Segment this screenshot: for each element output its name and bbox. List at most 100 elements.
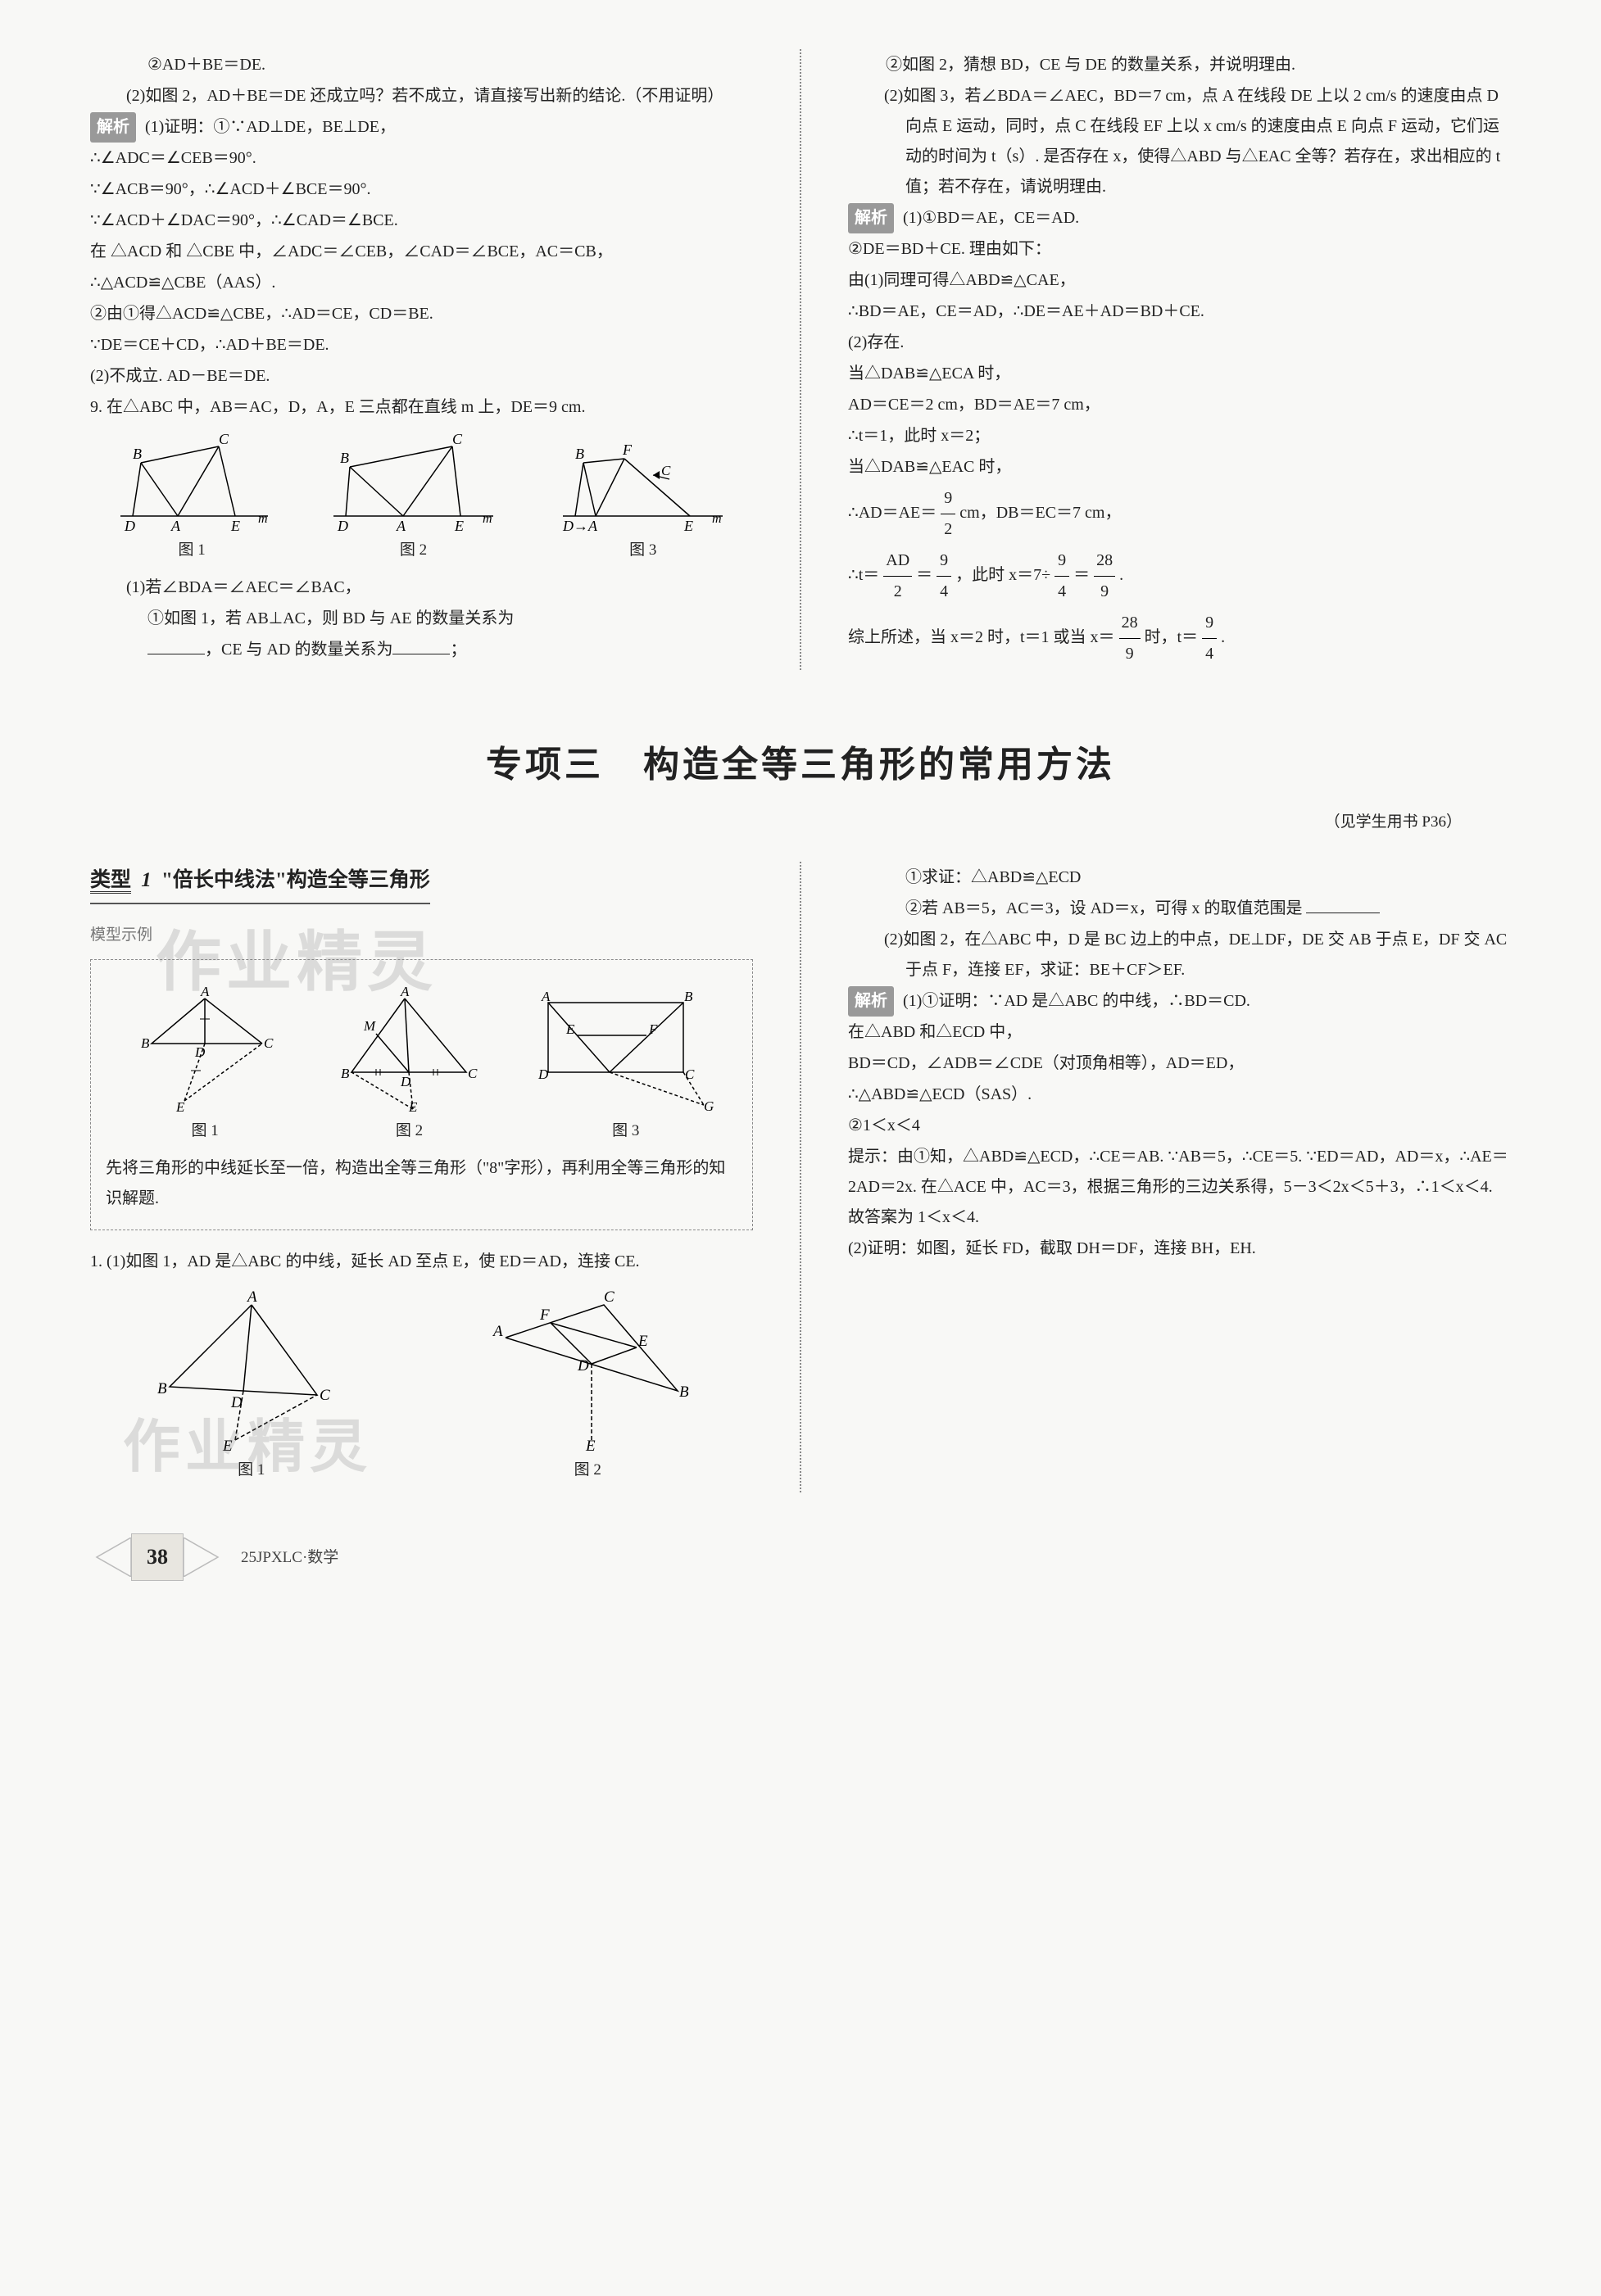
figure-1: B C D A E m 图 1 bbox=[112, 434, 272, 564]
triangle-diagram-2: B C D A E m bbox=[325, 434, 501, 532]
text: 在△ABD 和△ECD 中， bbox=[848, 1017, 1511, 1048]
triangle-diagram-3: B F C D→A E m bbox=[555, 434, 731, 532]
svg-text:E: E bbox=[683, 518, 693, 532]
text: (2)如图 3，若∠BDA＝∠AEC，BD＝7 cm，点 A 在线段 DE 上以… bbox=[869, 81, 1511, 202]
numerator: 9 bbox=[941, 483, 955, 514]
text: ∵∠ACB＝90°，∴∠ACD＋∠BCE＝90°. bbox=[90, 174, 753, 205]
text: ②DE＝BD＋CE. 理由如下： bbox=[848, 234, 1511, 265]
text: 当△DAB≌△EAC 时， bbox=[848, 452, 1511, 482]
text: 当△DAB≌△ECA 时， bbox=[848, 359, 1511, 389]
text: ； bbox=[450, 641, 466, 659]
denominator: 4 bbox=[937, 577, 951, 607]
text: (2)证明：如图，延长 FD，截取 DH＝DF，连接 BH，EH. bbox=[848, 1234, 1511, 1264]
svg-text:D→A: D→A bbox=[562, 518, 598, 532]
text: ∴t＝ AD 2 ＝ 9 4 ，此时 x＝7÷ 9 4 ＝ 28 9 . bbox=[848, 546, 1511, 607]
svg-text:B: B bbox=[684, 989, 693, 1004]
numerator: 9 bbox=[937, 546, 951, 577]
text: ，此时 x＝7÷ bbox=[955, 566, 1050, 584]
svg-text:C: C bbox=[219, 434, 229, 447]
denominator: 9 bbox=[1094, 577, 1115, 607]
figure-row-q9: B C D A E m 图 1 B C bbox=[90, 434, 753, 564]
svg-text:F: F bbox=[539, 1307, 550, 1324]
text: ＝ bbox=[1073, 566, 1090, 584]
svg-text:E: E bbox=[565, 1021, 575, 1037]
type-title: "倍长中线法"构造全等三角形 bbox=[161, 869, 430, 891]
svg-text:D: D bbox=[577, 1357, 589, 1374]
blank-field[interactable] bbox=[1306, 895, 1380, 913]
jiexi-label: 解析 bbox=[90, 112, 136, 143]
lower-left-column: 类型 1 "倍长中线法"构造全等三角形 模型示例 A B bbox=[90, 862, 753, 1493]
text: ②如图 2，猜想 BD，CE 与 DE 的数量关系，并说明理由. bbox=[848, 50, 1511, 80]
text: ②若 AB＝5，AC＝3，设 AD＝x，可得 x 的取值范围是 bbox=[905, 899, 1302, 917]
numerator: 9 bbox=[1202, 608, 1217, 639]
text: 时，t＝ bbox=[1145, 628, 1199, 646]
figure-2: A C B F E D E 图 2 bbox=[473, 1288, 702, 1484]
svg-text:A: A bbox=[246, 1288, 257, 1306]
svg-text:A: A bbox=[200, 986, 210, 999]
type-number: 1 bbox=[141, 869, 152, 891]
text: . bbox=[1221, 628, 1225, 646]
svg-text:D: D bbox=[400, 1074, 411, 1089]
text: ∴△ABD≌△ECD（SAS）. bbox=[848, 1080, 1511, 1110]
text: (1)证明：①∵AD⊥DE，BE⊥DE， bbox=[145, 118, 396, 136]
text: (1)①证明：∵AD 是△ABC 的中线，∴BD＝CD. bbox=[903, 992, 1250, 1010]
section-title: 专项三 构造全等三角形的常用方法 bbox=[90, 731, 1511, 798]
blank-field[interactable] bbox=[392, 636, 450, 654]
svg-text:m: m bbox=[258, 512, 268, 526]
diagram: A B C D E bbox=[123, 986, 287, 1113]
page-badge-right bbox=[184, 1537, 225, 1577]
upper-two-column: ②AD＋BE＝DE. (2)如图 2，AD＋BE＝DE 还成立吗？若不成立，请直… bbox=[90, 49, 1511, 670]
figure-label: 图 1 bbox=[123, 1116, 287, 1145]
page-footer: 38 25JPXLC·数学 bbox=[90, 1533, 1511, 1581]
text: ②由①得△ACD≌△CBE，∴AD＝CE，CD＝BE. bbox=[90, 299, 753, 329]
lower-two-column: 作业精灵 类型 1 "倍长中线法"构造全等三角形 模型示例 bbox=[90, 862, 1511, 1493]
fraction: 9 4 bbox=[1202, 608, 1217, 669]
text: ①如图 1，若 AB⊥AC，则 BD 与 AE 的数量关系为 bbox=[147, 609, 514, 627]
svg-text:D: D bbox=[124, 518, 135, 532]
text: ，CE 与 AD 的数量关系为 bbox=[205, 641, 392, 659]
fraction: 28 9 bbox=[1119, 608, 1141, 669]
svg-text:B: B bbox=[340, 450, 349, 466]
svg-text:C: C bbox=[264, 1035, 274, 1051]
jiexi-label: 解析 bbox=[848, 986, 894, 1017]
example-text: 先将三角形的中线延长至一倍，构造出全等三角形（"8"字形），再利用全等三角形的知… bbox=[106, 1153, 737, 1214]
figure-1: A B C D E 图 1 bbox=[123, 986, 287, 1145]
diagram: A C B F E D E bbox=[473, 1288, 702, 1452]
diagram: A B C D E bbox=[141, 1288, 362, 1452]
text: ，CE 与 AD 的数量关系为 ； bbox=[90, 635, 753, 665]
text: 综上所述，当 x＝2 时，t＝1 或当 x＝ 28 9 时，t＝ 9 4 . bbox=[848, 608, 1511, 669]
svg-text:E: E bbox=[222, 1438, 233, 1452]
example-box: A B C D E 图 1 bbox=[90, 959, 753, 1230]
text: ∵DE＝CE＋CD，∴AD＋BE＝DE. bbox=[90, 330, 753, 360]
svg-text:D: D bbox=[194, 1044, 206, 1060]
denominator: 4 bbox=[1054, 577, 1069, 607]
footer-code: 25JPXLC·数学 bbox=[241, 1543, 338, 1572]
denominator: 9 bbox=[1119, 639, 1141, 669]
svg-text:C: C bbox=[320, 1387, 330, 1404]
column-divider bbox=[800, 49, 801, 670]
type-header: 类型 1 "倍长中线法"构造全等三角形 bbox=[90, 862, 430, 904]
svg-text:B: B bbox=[141, 1035, 150, 1051]
section-subtitle: （见学生用书 P36） bbox=[90, 808, 1511, 836]
svg-text:A: A bbox=[396, 518, 406, 532]
svg-text:C: C bbox=[468, 1066, 478, 1081]
text: 1. (1)如图 1，AD 是△ABC 的中线，延长 AD 至点 E，使 ED＝… bbox=[90, 1247, 753, 1277]
text: ∴AD＝AE＝ bbox=[848, 504, 937, 522]
text: 解析 (1)证明：①∵AD⊥DE，BE⊥DE， bbox=[90, 112, 753, 143]
blank-field[interactable] bbox=[147, 636, 205, 654]
diagram: A M B D C E bbox=[331, 986, 487, 1113]
lower-right-column: ①求证：△ABD≌△ECD ②若 AB＝5，AC＝3，设 AD＝x，可得 x 的… bbox=[848, 862, 1511, 1493]
bottom-figure-row: 作业精灵 A B C D E 图 1 bbox=[90, 1288, 753, 1484]
svg-text:B: B bbox=[157, 1380, 167, 1397]
svg-text:G: G bbox=[704, 1098, 714, 1113]
numerator: 9 bbox=[1054, 546, 1069, 577]
text: ＝ bbox=[916, 566, 932, 584]
numerator: 28 bbox=[1119, 608, 1141, 639]
svg-text:m: m bbox=[712, 512, 722, 526]
subheading: 模型示例 bbox=[90, 921, 753, 949]
svg-text:D: D bbox=[537, 1066, 549, 1082]
text: ∴t＝ bbox=[848, 566, 879, 584]
text: ∴BD＝AE，CE＝AD，∴DE＝AE＋AD＝BD＋CE. bbox=[848, 297, 1511, 327]
fraction: 28 9 bbox=[1094, 546, 1115, 607]
svg-text:A: A bbox=[492, 1323, 503, 1340]
